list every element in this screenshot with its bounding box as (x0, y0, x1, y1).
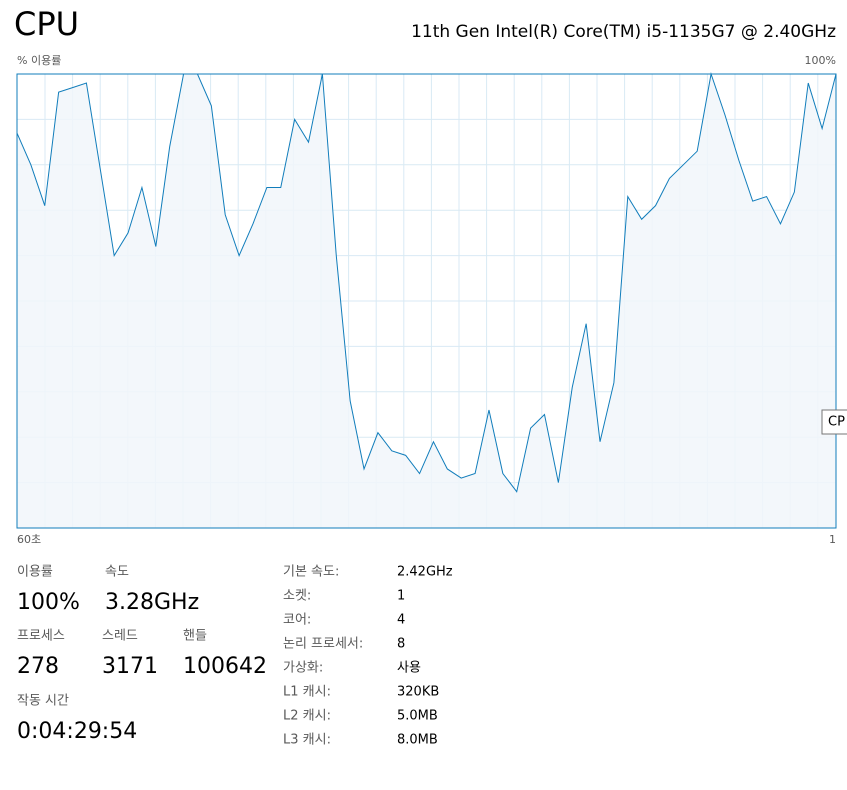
detail-label: 가상화: (283, 661, 323, 676)
stat-label: 스레드 (102, 629, 138, 644)
stat-value: 0:04:29:54 (17, 719, 137, 744)
detail-label: L3 캐시: (283, 733, 331, 748)
stat-value: 278 (17, 654, 59, 679)
detail-label: 코어: (283, 613, 311, 628)
stat-label: 작동 시간 (17, 694, 69, 709)
stat-label: 속도 (105, 565, 129, 580)
x-tick-label: 60초 (17, 533, 41, 546)
detail-value: 4 (397, 613, 405, 628)
detail-value: 8 (397, 637, 405, 652)
processor: 11th Gen Intel(R) Core(TM) i5-1135G7 @ 2… (411, 22, 836, 42)
tooltip-box (821, 409, 847, 435)
detail-label: L2 캐시: (283, 709, 331, 724)
y-label: % 이용률 (17, 54, 61, 67)
stat-label: 프로세스 (17, 629, 65, 644)
stat-label: 핸들 (183, 628, 207, 644)
detail-value: 5.0MB (397, 709, 438, 724)
stat-value: 100% (17, 590, 80, 615)
chart-border (16, 73, 837, 529)
stat-value: 100642 (183, 654, 267, 679)
detail-label: L1 캐시: (283, 685, 331, 700)
x-tick-label: 1 (829, 533, 836, 546)
title: CPU (14, 5, 79, 43)
stat-label: 이용률 (17, 565, 53, 580)
detail-value: 320KB (397, 685, 439, 700)
detail-label: 소켓: (283, 589, 311, 604)
tooltip: CP (821, 409, 847, 435)
detail-label: 논리 프로세서: (283, 637, 363, 652)
y-max-label: 100% (805, 54, 836, 67)
detail-value: 8.0MB (397, 733, 438, 748)
line (16, 72, 837, 493)
detail-value: 1 (397, 589, 405, 604)
detail-label: 기본 속도: (283, 565, 339, 580)
stat-value: 3.28GHz (105, 590, 199, 615)
tooltip-text: CP (828, 415, 845, 430)
detail-value: 사용 (397, 661, 421, 676)
detail-value: 2.42GHz (397, 565, 453, 580)
stat-value: 3171 (102, 654, 158, 679)
